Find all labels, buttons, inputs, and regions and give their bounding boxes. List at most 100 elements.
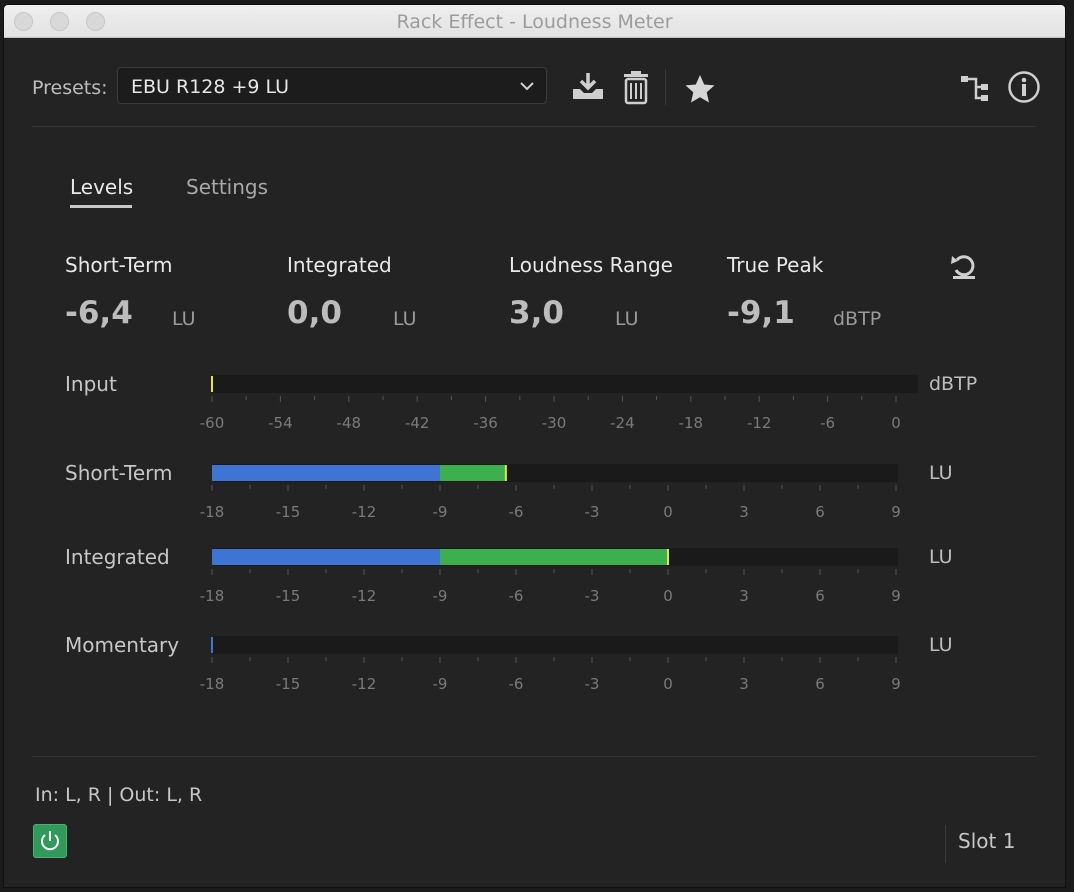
meter-integrated-segment-1 [440,549,668,565]
meter-integrated-tick-label: -6 [509,587,524,605]
tab-levels[interactable]: Levels [70,175,134,199]
meter-momentary-tick [781,657,783,661]
meter-short-term-tick [667,485,669,491]
reset-meters-icon[interactable] [948,251,980,287]
stat-short-term-value: -6,4 [65,295,133,331]
meter-momentary-tick-label: -9 [433,675,448,693]
delete-preset-icon[interactable] [621,69,651,109]
power-toggle-button[interactable] [33,824,67,858]
chevron-down-icon [518,77,536,99]
meter-input-unit: dBTP [929,373,978,395]
meter-integrated-tick [629,569,631,573]
meter-integrated-tick [325,569,327,573]
minimize-window-button[interactable] [50,12,69,31]
preset-selected-value: EBU R128 +9 LU [131,76,290,98]
stat-short-term-label: Short-Term [65,253,173,277]
meter-integrated-tick [401,569,403,573]
meter-input-tick [211,396,213,402]
power-icon [41,831,59,851]
meter-short-term-tick [325,485,327,489]
meter-integrated-tick-label: -12 [352,587,377,605]
favorite-star-icon[interactable] [684,73,716,109]
meter-integrated-tick-label: 9 [891,587,901,605]
meter-input-tick [690,396,692,402]
meter-input-label: Input [65,372,117,396]
meter-short-term-tick [249,485,251,489]
meter-momentary-tick [211,657,213,663]
meter-momentary-tick [857,657,859,661]
stat-integrated-label: Integrated [287,253,392,277]
tab-settings[interactable]: Settings [186,175,269,199]
meter-short-term-tick-label: 0 [663,503,673,521]
meter-momentary-tick [629,657,631,661]
meter-input-tick-label: -6 [820,414,835,432]
meter-short-term-tick-label: 3 [739,503,749,521]
meter-input-tick [348,396,350,402]
stat-integrated-value: 0,0 [287,295,342,331]
meter-input-tick [519,396,521,400]
meter-input-tick [656,396,658,400]
meter-integrated-tick [781,569,783,573]
meter-integrated-tick [211,569,213,575]
meter-integrated-tick [439,569,441,575]
meter-integrated-tick [705,569,707,573]
header-divider [32,126,1036,127]
meter-short-term-tick [211,485,213,491]
meter-input-tick-label: -12 [747,414,772,432]
meter-momentary-tick-label: 0 [663,675,673,693]
meter-short-term-label: Short-Term [65,461,173,485]
meter-input-tick-label: -48 [337,414,362,432]
meter-short-term-tick [781,485,783,489]
meter-input-tick-label: -30 [542,414,567,432]
meter-integrated-tick [249,569,251,573]
slot-label: Slot 1 [958,829,1016,853]
meter-momentary-tick [439,657,441,663]
meter-input-tick-label: -36 [473,414,498,432]
meter-input-tick [758,396,760,402]
meter-momentary-label: Momentary [65,633,180,657]
meter-momentary-tick [819,657,821,663]
effect-window: Rack Effect - Loudness Meter Presets: EB… [3,4,1066,888]
meter-momentary-tick [591,657,593,663]
meter-input-tick-label: -24 [610,414,635,432]
info-icon[interactable] [1007,70,1041,108]
meter-integrated-tick-label: -3 [585,587,600,605]
meter-momentary-tick [743,657,745,663]
meter-input-tick [724,396,726,400]
meter-momentary-tick-label: -6 [509,675,524,693]
meter-integrated-tick-label: 0 [663,587,673,605]
meter-integrated-tick-label: -9 [433,587,448,605]
meter-momentary-tick [363,657,365,663]
routing-icon[interactable] [959,73,991,109]
meter-integrated-tick [287,569,289,575]
meter-short-term-tick-label: -9 [433,503,448,521]
meters-panel: -60 -54 -48 -42 -36 -30 -24 -18 -12 -6 0-18 -15 -12-… [200,375,918,693]
toolbar-separator [665,69,666,105]
zoom-window-button[interactable] [86,12,105,31]
meter-short-term-tick-label: 6 [815,503,825,521]
meter-short-term-tick [705,485,707,489]
meter-short-term-tick [287,485,289,491]
slot-separator [945,825,946,863]
stat-short-term-unit: LU [172,308,196,330]
meter-momentary-tick [515,657,517,663]
meter-integrated-tick [895,569,897,575]
save-preset-icon[interactable] [570,71,606,107]
io-routing-text: In: L, R | Out: L, R [35,784,203,806]
meter-input-tick [861,396,863,400]
meter-input-tick [245,396,247,400]
meter-short-term-level-marker [504,465,507,481]
meter-input-tick [382,396,384,400]
close-window-button[interactable] [14,12,33,31]
meter-integrated-tick [591,569,593,575]
meter-momentary-tick-label: -15 [276,675,301,693]
meter-momentary-tick [667,657,669,663]
meter-integrated-tick-label: -15 [276,587,301,605]
preset-dropdown[interactable]: EBU R128 +9 LU [117,67,547,104]
meter-momentary-level-marker [211,637,213,653]
meter-short-term-tick [477,485,479,489]
meter-momentary-tick [477,657,479,661]
meter-short-term-tick [363,485,365,491]
stat-loudness-range-unit: LU [615,308,639,330]
stat-loudness-range-value: 3,0 [509,295,564,331]
